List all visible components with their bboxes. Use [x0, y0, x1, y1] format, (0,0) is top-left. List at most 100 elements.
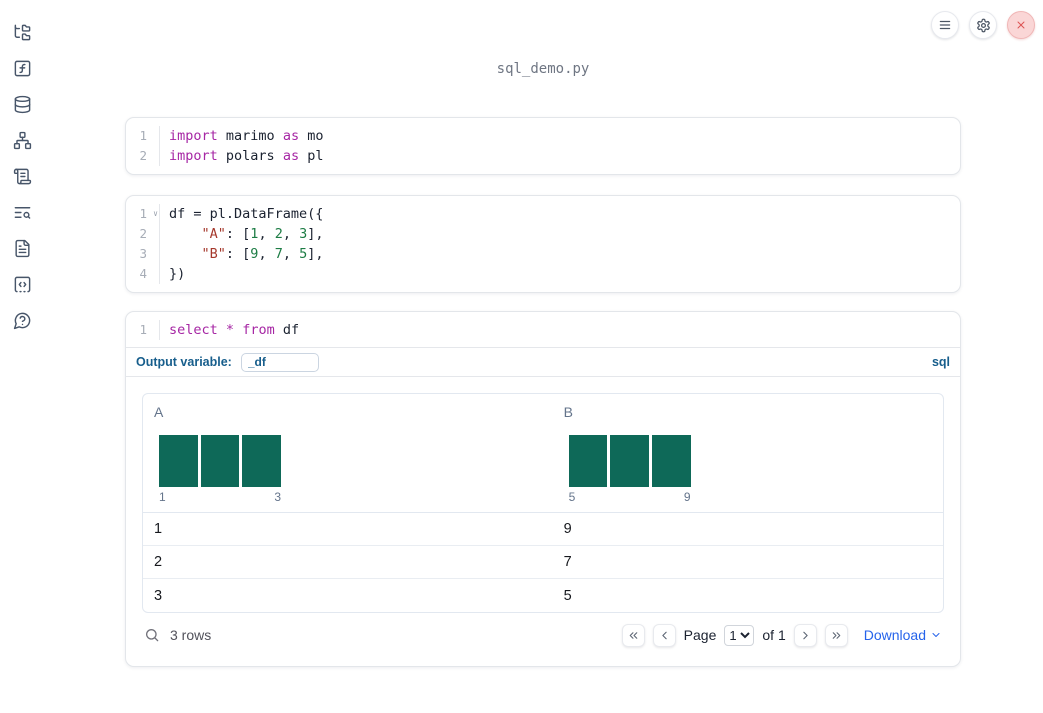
shutdown-button[interactable]: [1007, 11, 1035, 39]
code-cell-dataframe: 1 ∨ 2 3 4 df = pl.DataFrame({ "A": [1, 2, 3],…: [125, 195, 961, 293]
table-cell: 3: [154, 587, 163, 604]
table-cell: 1: [154, 521, 163, 537]
table-footer: 3 rows Page 1: [142, 620, 944, 650]
notebook-menu-button[interactable]: [931, 11, 959, 39]
code-line: import polars as pl: [169, 148, 324, 164]
code-lines: select * from df: [160, 320, 299, 340]
code-line: df = pl.DataFrame({: [169, 206, 324, 222]
line-number: 2: [139, 226, 147, 241]
code-lines: import marimo as mo import polars as pl: [160, 126, 323, 166]
sidebar-item-tracebacks[interactable]: [10, 203, 34, 222]
help-bubble-icon: [13, 312, 30, 330]
network-icon: [13, 131, 31, 150]
chevrons-right-icon: [832, 631, 841, 639]
sql-cell-footer: Output variable: sql: [126, 348, 960, 377]
sql-editor[interactable]: 1 select * from df: [126, 312, 960, 348]
line-number-gutter: 1 ∨ 2 3 4: [126, 204, 160, 284]
table-cell: 7: [563, 554, 572, 570]
settings-button[interactable]: [969, 11, 997, 39]
histogram-bar: [242, 435, 282, 487]
line-number: 4: [139, 266, 147, 281]
histogram-bar: [610, 435, 649, 487]
download-button[interactable]: Download: [864, 627, 942, 643]
output-variable-input[interactable]: [240, 352, 319, 372]
chevrons-left-icon: [629, 631, 637, 639]
table-cell: 9: [563, 521, 572, 537]
sidebar-item-logs[interactable]: [10, 167, 34, 186]
code-lines: df = pl.DataFrame({ "A": [1, 2, 3], "B":…: [160, 204, 324, 284]
next-page-button[interactable]: [793, 623, 817, 647]
sidebar-item-variables[interactable]: [10, 59, 34, 78]
sidebar-item-snippets[interactable]: [10, 275, 34, 294]
code-line: "A": [1, 2, 3],: [201, 226, 324, 242]
table-cell: 5: [563, 587, 572, 604]
column-name: B: [563, 404, 573, 420]
page-label: Page: [683, 627, 717, 643]
database-icon: [14, 95, 30, 114]
notebook: sql_demo.py 1 2 import marimo as mo import …: [125, 0, 961, 667]
chevron-left-icon: [662, 631, 667, 639]
scroll-text-icon: [13, 168, 31, 185]
file-tree-icon: [14, 24, 30, 41]
code-line: import marimo as mo: [169, 128, 324, 144]
histogram-bar: [200, 435, 240, 487]
sidebar-item-documentation[interactable]: [10, 239, 34, 258]
sidebar-item-dependency-graph[interactable]: [10, 131, 34, 150]
line-number: 3: [139, 246, 147, 261]
line-number: 1: [139, 322, 147, 337]
code-editor[interactable]: 1 2 import marimo as mo import polars as pl: [126, 118, 960, 174]
page-total-label: of 1: [762, 627, 786, 643]
histogram-bar: [568, 435, 608, 487]
sidebar-item-files[interactable]: [10, 23, 34, 42]
line-number: 2: [139, 148, 147, 163]
table-search-button[interactable]: [144, 627, 160, 643]
file-text-icon: [14, 239, 30, 258]
sidebar-item-data-sources[interactable]: [10, 95, 34, 114]
fold-chevron-icon[interactable]: ∨: [153, 209, 158, 218]
language-badge: sql: [931, 355, 950, 369]
previous-page-button[interactable]: [652, 623, 676, 647]
line-number: 1: [139, 128, 147, 143]
chevron-down-icon: [932, 633, 940, 637]
code-line: }): [169, 266, 186, 282]
last-page-button[interactable]: [824, 623, 848, 647]
close-x-icon: [1017, 21, 1025, 29]
pagination: Page 1 of 1: [621, 623, 848, 647]
column-histogram: [159, 435, 282, 487]
code-cell-imports: 1 2 import marimo as mo import polars as pl: [125, 117, 961, 175]
hamburger-menu-icon: [939, 20, 951, 30]
line-number-gutter: 1: [126, 320, 160, 340]
line-number: 1 ∨: [126, 204, 159, 224]
function-square-icon: [14, 60, 30, 77]
code-line: "B": [9, 7, 5],: [201, 246, 324, 262]
notebook-filename[interactable]: sql_demo.py: [496, 61, 590, 77]
histogram-bar: [159, 435, 198, 487]
sql-cell: 1 select * from df Output variable: sql A…: [125, 311, 961, 667]
text-search-icon: [14, 207, 30, 219]
download-label: Download: [863, 627, 926, 643]
code-editor[interactable]: 1 ∨ 2 3 4 df = pl.DataFrame({ "A": [1, 2, 3],…: [126, 196, 960, 292]
helper-sidebar: [0, 0, 44, 713]
chevron-right-icon: [803, 631, 808, 639]
column-histogram: [568, 435, 691, 487]
sidebar-item-help[interactable]: [10, 311, 34, 330]
column-name: A: [154, 404, 164, 420]
table-cell: 2: [154, 554, 163, 570]
gear-icon: [976, 18, 990, 32]
histogram-bar: [651, 435, 691, 487]
first-page-button[interactable]: [621, 623, 645, 647]
row-count: 3 rows: [170, 627, 212, 643]
output-variable-label: Output variable:: [136, 355, 232, 369]
page-select[interactable]: 1: [724, 624, 755, 646]
window-controls: [931, 11, 1035, 39]
